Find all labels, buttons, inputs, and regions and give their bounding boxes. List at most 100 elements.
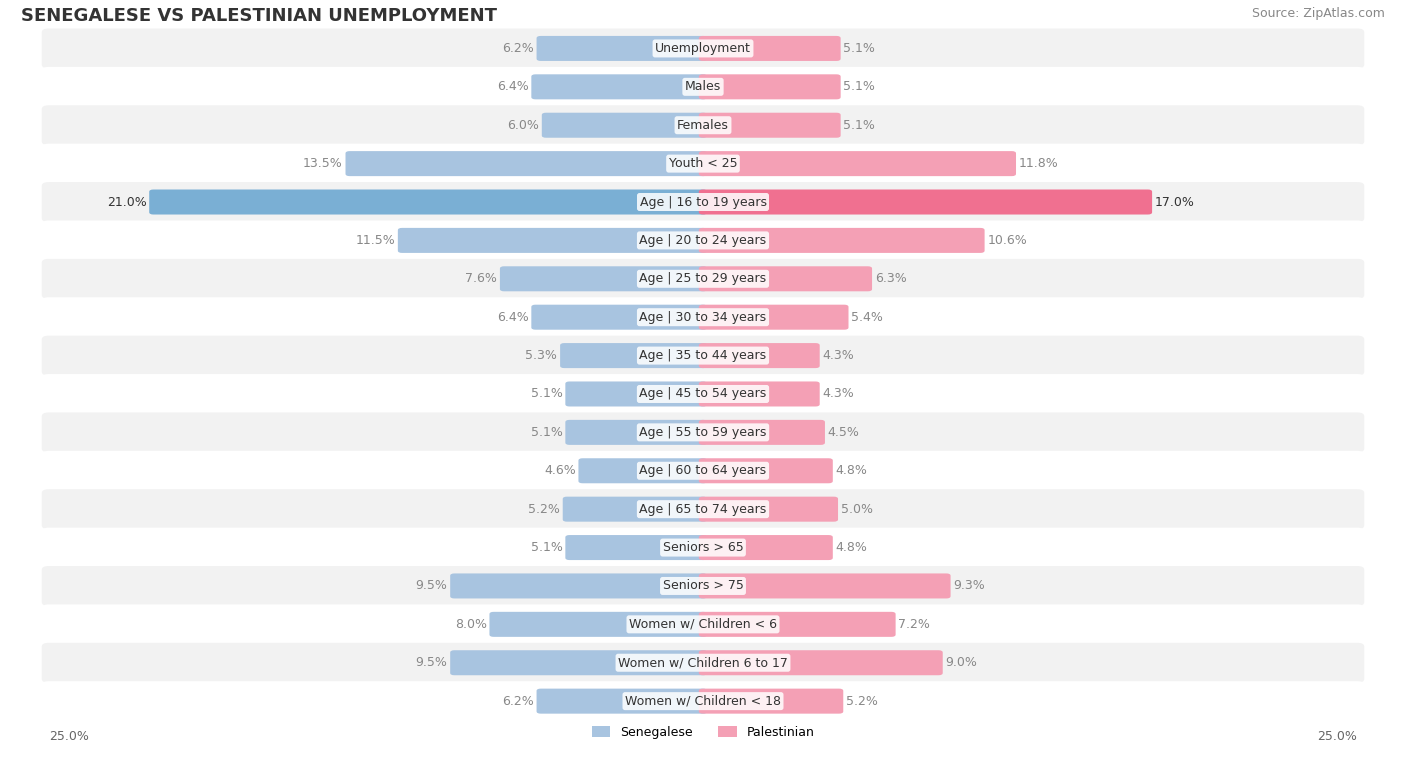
- FancyBboxPatch shape: [537, 689, 707, 714]
- FancyBboxPatch shape: [578, 458, 707, 483]
- FancyBboxPatch shape: [42, 335, 1364, 375]
- Text: 8.0%: 8.0%: [454, 618, 486, 631]
- FancyBboxPatch shape: [565, 382, 707, 407]
- FancyBboxPatch shape: [42, 528, 1364, 568]
- FancyBboxPatch shape: [699, 497, 838, 522]
- FancyBboxPatch shape: [42, 182, 1364, 222]
- Text: 4.8%: 4.8%: [835, 541, 868, 554]
- Text: Age | 16 to 19 years: Age | 16 to 19 years: [640, 195, 766, 208]
- Text: 5.3%: 5.3%: [526, 349, 557, 362]
- Text: 11.5%: 11.5%: [356, 234, 395, 247]
- FancyBboxPatch shape: [149, 189, 707, 214]
- FancyBboxPatch shape: [699, 343, 820, 368]
- Text: Women w/ Children 6 to 17: Women w/ Children 6 to 17: [619, 656, 787, 669]
- FancyBboxPatch shape: [699, 228, 984, 253]
- FancyBboxPatch shape: [699, 689, 844, 714]
- FancyBboxPatch shape: [42, 566, 1364, 606]
- FancyBboxPatch shape: [699, 382, 820, 407]
- FancyBboxPatch shape: [699, 36, 841, 61]
- Text: 9.0%: 9.0%: [945, 656, 977, 669]
- Text: Seniors > 65: Seniors > 65: [662, 541, 744, 554]
- FancyBboxPatch shape: [42, 451, 1364, 491]
- Text: 5.1%: 5.1%: [844, 80, 876, 93]
- Text: Source: ZipAtlas.com: Source: ZipAtlas.com: [1253, 7, 1385, 20]
- Text: 7.2%: 7.2%: [898, 618, 931, 631]
- Text: Age | 55 to 59 years: Age | 55 to 59 years: [640, 426, 766, 439]
- FancyBboxPatch shape: [565, 535, 707, 560]
- Text: 21.0%: 21.0%: [107, 195, 146, 208]
- FancyBboxPatch shape: [699, 304, 848, 330]
- Text: 7.6%: 7.6%: [465, 273, 498, 285]
- Text: Age | 60 to 64 years: Age | 60 to 64 years: [640, 464, 766, 477]
- Text: 4.3%: 4.3%: [823, 388, 855, 400]
- Text: 5.1%: 5.1%: [530, 541, 562, 554]
- Text: 6.2%: 6.2%: [502, 42, 534, 55]
- Text: 6.3%: 6.3%: [875, 273, 907, 285]
- FancyBboxPatch shape: [450, 650, 707, 675]
- Text: Females: Females: [678, 119, 728, 132]
- FancyBboxPatch shape: [42, 489, 1364, 529]
- Text: 5.1%: 5.1%: [844, 42, 876, 55]
- FancyBboxPatch shape: [699, 189, 1152, 214]
- Text: 9.3%: 9.3%: [953, 579, 986, 593]
- Text: 5.2%: 5.2%: [529, 503, 560, 516]
- FancyBboxPatch shape: [537, 36, 707, 61]
- Text: Youth < 25: Youth < 25: [669, 157, 737, 170]
- FancyBboxPatch shape: [450, 574, 707, 599]
- FancyBboxPatch shape: [398, 228, 707, 253]
- FancyBboxPatch shape: [699, 535, 832, 560]
- Text: 5.2%: 5.2%: [846, 695, 877, 708]
- FancyBboxPatch shape: [42, 681, 1364, 721]
- Text: 5.1%: 5.1%: [530, 388, 562, 400]
- FancyBboxPatch shape: [42, 67, 1364, 107]
- FancyBboxPatch shape: [501, 266, 707, 291]
- Text: Unemployment: Unemployment: [655, 42, 751, 55]
- FancyBboxPatch shape: [699, 266, 872, 291]
- Text: Age | 30 to 34 years: Age | 30 to 34 years: [640, 310, 766, 324]
- FancyBboxPatch shape: [699, 650, 942, 675]
- Text: 11.8%: 11.8%: [1019, 157, 1059, 170]
- Text: 13.5%: 13.5%: [302, 157, 343, 170]
- Text: 9.5%: 9.5%: [416, 579, 447, 593]
- FancyBboxPatch shape: [42, 259, 1364, 299]
- FancyBboxPatch shape: [42, 413, 1364, 453]
- FancyBboxPatch shape: [565, 420, 707, 445]
- FancyBboxPatch shape: [42, 29, 1364, 68]
- FancyBboxPatch shape: [699, 113, 841, 138]
- FancyBboxPatch shape: [699, 574, 950, 599]
- Text: 5.1%: 5.1%: [844, 119, 876, 132]
- FancyBboxPatch shape: [562, 497, 707, 522]
- FancyBboxPatch shape: [42, 298, 1364, 337]
- Text: Age | 25 to 29 years: Age | 25 to 29 years: [640, 273, 766, 285]
- Text: 4.8%: 4.8%: [835, 464, 868, 477]
- Text: Seniors > 75: Seniors > 75: [662, 579, 744, 593]
- FancyBboxPatch shape: [699, 612, 896, 637]
- Text: 6.2%: 6.2%: [502, 695, 534, 708]
- FancyBboxPatch shape: [42, 144, 1364, 183]
- FancyBboxPatch shape: [531, 74, 707, 99]
- Text: 6.4%: 6.4%: [496, 310, 529, 324]
- FancyBboxPatch shape: [531, 304, 707, 330]
- Text: Age | 65 to 74 years: Age | 65 to 74 years: [640, 503, 766, 516]
- Text: 9.5%: 9.5%: [416, 656, 447, 669]
- FancyBboxPatch shape: [699, 420, 825, 445]
- Legend: Senegalese, Palestinian: Senegalese, Palestinian: [586, 721, 820, 744]
- FancyBboxPatch shape: [699, 151, 1017, 176]
- Text: 4.3%: 4.3%: [823, 349, 855, 362]
- Text: Age | 20 to 24 years: Age | 20 to 24 years: [640, 234, 766, 247]
- FancyBboxPatch shape: [42, 105, 1364, 145]
- Text: 4.6%: 4.6%: [544, 464, 575, 477]
- Text: Males: Males: [685, 80, 721, 93]
- Text: 6.4%: 6.4%: [496, 80, 529, 93]
- FancyBboxPatch shape: [489, 612, 707, 637]
- FancyBboxPatch shape: [560, 343, 707, 368]
- FancyBboxPatch shape: [699, 458, 832, 483]
- Text: Women w/ Children < 18: Women w/ Children < 18: [626, 695, 780, 708]
- FancyBboxPatch shape: [42, 220, 1364, 260]
- FancyBboxPatch shape: [346, 151, 707, 176]
- Text: 5.0%: 5.0%: [841, 503, 873, 516]
- Text: 5.4%: 5.4%: [851, 310, 883, 324]
- Text: 25.0%: 25.0%: [1317, 730, 1357, 743]
- Text: 17.0%: 17.0%: [1154, 195, 1195, 208]
- Text: 10.6%: 10.6%: [987, 234, 1028, 247]
